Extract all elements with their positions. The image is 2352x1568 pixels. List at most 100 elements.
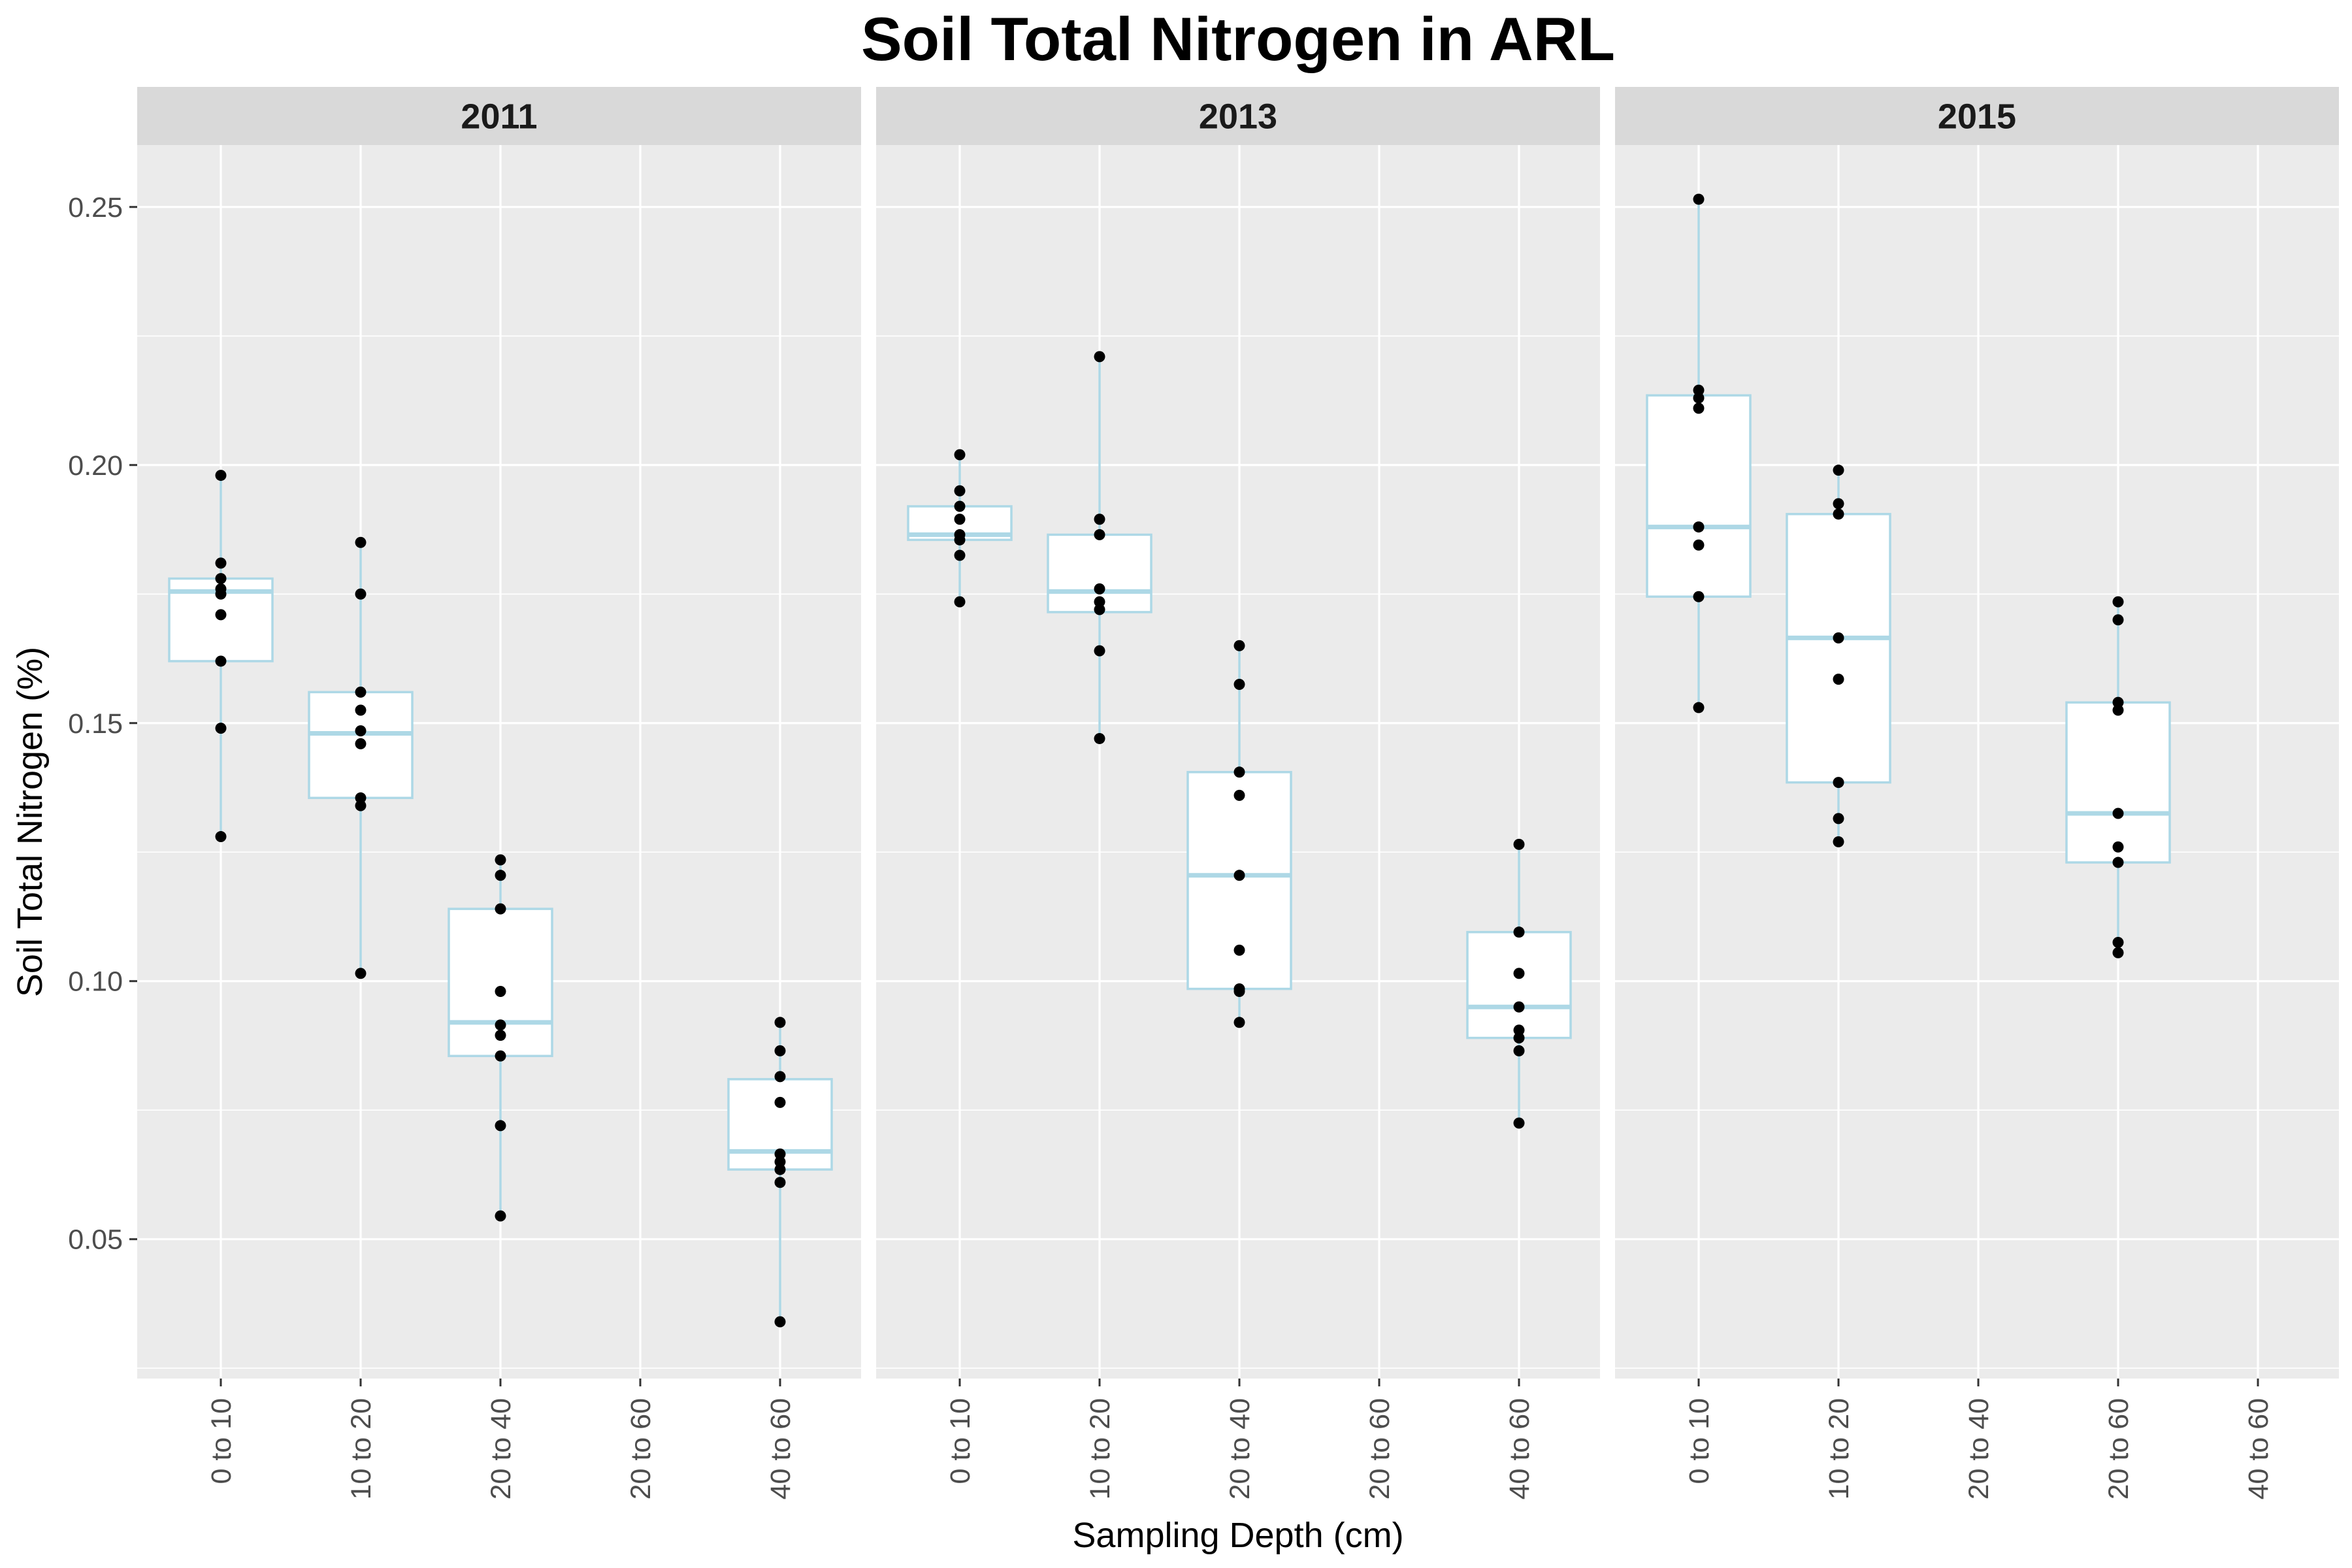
- x-tick-label: 20 to 60: [1364, 1398, 1396, 1499]
- x-tick-label: 20 to 40: [1963, 1398, 1995, 1499]
- box-rect: [1466, 930, 1572, 1039]
- data-point: [495, 1210, 506, 1222]
- y-tick-label: 0.25: [68, 192, 123, 223]
- data-point: [215, 588, 227, 600]
- box-40-to-60: [1466, 838, 1572, 1129]
- box-rect: [1646, 394, 1752, 598]
- x-tick-label: 20 to 60: [2103, 1398, 2134, 1499]
- box-0-to-10: [168, 470, 274, 843]
- data-point: [1094, 351, 1105, 363]
- data-point: [1094, 583, 1105, 595]
- data-point: [954, 549, 966, 561]
- y-axis: 0.05 0.10 0.15 0.20 0.25: [68, 192, 137, 1256]
- data-point: [495, 870, 506, 881]
- data-point: [954, 485, 966, 497]
- x-tick-label: 10 to 20: [1823, 1398, 1855, 1499]
- box-10-to-20: [1786, 465, 1891, 847]
- data-point: [2112, 696, 2124, 708]
- data-point: [1094, 732, 1105, 744]
- x-tick-label: 20 to 40: [485, 1398, 517, 1499]
- data-point: [1233, 640, 1245, 651]
- data-point: [1833, 632, 1844, 644]
- x-tick-label: 20 to 60: [625, 1398, 657, 1499]
- data-point: [1513, 1045, 1525, 1056]
- data-point: [1693, 591, 1705, 602]
- panel-background: [137, 145, 861, 1379]
- data-point: [1693, 521, 1705, 533]
- data-point: [954, 514, 966, 525]
- data-point: [1693, 702, 1705, 713]
- y-tick-label: 0.15: [68, 708, 123, 740]
- box-20-to-40: [1186, 640, 1292, 1028]
- data-point: [1513, 838, 1525, 850]
- facet-strip: [876, 87, 1600, 145]
- data-point: [1094, 645, 1105, 657]
- data-point: [215, 831, 227, 843]
- data-point: [2112, 614, 2124, 626]
- data-point: [1233, 986, 1245, 998]
- box-rect: [2065, 701, 2171, 864]
- data-point: [774, 1071, 786, 1083]
- data-point: [1513, 1117, 1525, 1129]
- data-point: [355, 536, 367, 548]
- data-point: [1513, 1032, 1525, 1044]
- data-point: [215, 655, 227, 667]
- data-point: [1094, 514, 1105, 525]
- data-point: [954, 500, 966, 512]
- data-point: [1513, 926, 1525, 938]
- data-point: [1094, 604, 1105, 615]
- data-point: [355, 792, 367, 804]
- data-point: [355, 800, 367, 811]
- facet-panel-2013: 2013 0 to 10 10 to 20 20 to 40 20 to 60 40 to…: [876, 87, 1600, 1499]
- data-point: [1693, 384, 1705, 396]
- facet-strip: [137, 87, 861, 145]
- data-point: [774, 1164, 786, 1175]
- data-point: [215, 470, 227, 482]
- data-point: [2112, 841, 2124, 853]
- data-point: [1833, 813, 1844, 825]
- data-point: [355, 738, 367, 749]
- box-20-to-40: [448, 854, 553, 1222]
- data-point: [495, 1120, 506, 1132]
- data-point: [774, 1316, 786, 1328]
- data-point: [495, 854, 506, 866]
- box-10-to-20: [1047, 351, 1152, 744]
- x-tick-label: 10 to 20: [1085, 1398, 1116, 1499]
- data-point: [954, 449, 966, 461]
- facet-strip: [1615, 87, 2339, 145]
- data-point: [355, 725, 367, 737]
- data-point: [1513, 1001, 1525, 1013]
- data-point: [1513, 1024, 1525, 1036]
- data-point: [2112, 808, 2124, 819]
- data-point: [1233, 766, 1245, 778]
- box-40-to-60: [727, 1017, 833, 1328]
- data-point: [774, 1177, 786, 1188]
- data-point: [1833, 777, 1844, 789]
- data-point: [495, 1030, 506, 1041]
- data-point: [2112, 704, 2124, 716]
- x-tick-label: 40 to 60: [1504, 1398, 1535, 1499]
- data-point: [1833, 674, 1844, 685]
- panels: 2011 0 to 10 10 to 20 20 to 40 20 to 60 40 to…: [137, 87, 2339, 1499]
- data-point: [215, 609, 227, 621]
- data-point: [1693, 193, 1705, 205]
- data-point: [1693, 392, 1705, 404]
- y-tick-label: 0.05: [68, 1224, 123, 1256]
- y-axis-title: Soil Total Nitrogen (%): [10, 647, 50, 997]
- data-point: [495, 1050, 506, 1062]
- x-tick-label: 40 to 60: [765, 1398, 796, 1499]
- y-tick-label: 0.10: [68, 966, 123, 998]
- chart-title: Soil Total Nitrogen in ARL: [861, 5, 1615, 73]
- data-point: [1233, 944, 1245, 956]
- data-point: [355, 704, 367, 716]
- data-point: [1233, 789, 1245, 801]
- data-point: [1094, 529, 1105, 540]
- data-point: [215, 723, 227, 734]
- x-axis-title: Sampling Depth (cm): [1072, 1516, 1403, 1555]
- box-20-to-60: [2065, 596, 2171, 958]
- x-tick-label: 0 to 10: [1684, 1398, 1715, 1484]
- data-point: [355, 968, 367, 979]
- data-point: [1513, 968, 1525, 979]
- box-0-to-10: [1646, 193, 1752, 713]
